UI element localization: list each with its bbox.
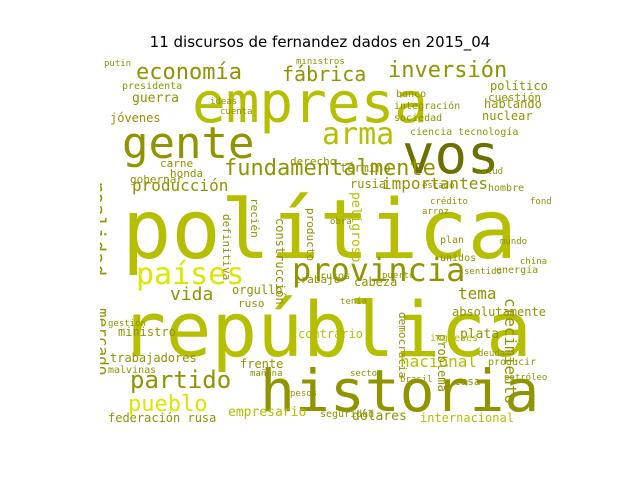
cloud-word: sentido (464, 267, 502, 277)
cloud-word: mañana (250, 369, 283, 379)
cloud-word: pueblo (128, 392, 208, 417)
cloud-word: hablando (484, 97, 542, 111)
cloud-word: petróleo (504, 373, 548, 383)
cloud-word: unidos (440, 253, 477, 264)
cloud-word: construcción (273, 218, 287, 305)
cloud-word: energía (496, 265, 539, 276)
cloud-word: empresa (192, 71, 429, 136)
cloud-word: salud (476, 167, 504, 177)
cloud-word: definitiva (220, 214, 233, 281)
cloud-word: historia (260, 357, 540, 425)
cloud-word: honda (170, 167, 204, 180)
cloud-word: países (136, 257, 245, 292)
cloud-word: cabeza (354, 275, 398, 289)
cloud-word: presidenta (122, 81, 183, 92)
cloud-word: peligroso (348, 192, 363, 263)
cloud-word: nuclear (482, 109, 533, 123)
cloud-word: putin (104, 59, 132, 69)
cloud-word: malvinas (108, 365, 157, 376)
cloud-word: producción (132, 176, 229, 195)
cloud-word: estado (422, 181, 455, 191)
cloud-word: ministro (118, 325, 176, 339)
cloud-word: frente (240, 357, 284, 371)
cloud-word: dólares (352, 409, 407, 424)
cloud-word: ruso (238, 297, 265, 310)
cloud-word: internacional (420, 411, 514, 425)
cloud-word: importantes (382, 174, 488, 193)
cloud-word: ciencia tecnología (410, 127, 519, 138)
cloud-word: crédito (430, 197, 468, 207)
cloud-word: política (122, 183, 517, 278)
cloud-word: absolutamente (452, 305, 546, 319)
cloud-word: hombre (488, 183, 525, 194)
cloud-word: plata (460, 327, 500, 342)
cloud-word: empresario (228, 405, 307, 420)
cloud-word: banco (396, 89, 427, 100)
cloud-word: inversión (388, 58, 508, 83)
cloud-word: político (490, 79, 548, 93)
cloud-word: obra (330, 217, 352, 227)
cloud-word: provincia (292, 251, 466, 289)
cloud-word: seguridad (320, 409, 375, 420)
cloud-word: vida (170, 284, 214, 305)
cloud-word: mundo (500, 237, 528, 247)
cloud-word: recién (248, 198, 261, 238)
cloud-word: gobernar (130, 173, 183, 186)
cloud-word: tema (458, 284, 497, 303)
cloud-word: ideas (210, 97, 238, 107)
cloud-word: trabajo (294, 273, 341, 286)
word-cloud: política república historia empresa vos gente… (100, 58, 552, 426)
cloud-word: arma (322, 117, 395, 152)
cloud-word: contrario (298, 327, 364, 341)
cloud-word: sector (350, 369, 383, 379)
cloud-word: fundamentalmente (224, 156, 436, 181)
cloud-word: casa (454, 375, 481, 388)
cloud-word: partido (130, 366, 232, 394)
cloud-word: carne (160, 157, 194, 170)
cloud-word: guerra (132, 91, 179, 106)
cloud-word: pesos (290, 389, 318, 399)
cloud-word: trabajadores (110, 351, 197, 365)
cloud-word: plan (440, 235, 465, 246)
cloud-word: orgullo (232, 283, 283, 297)
cloud-word: producir (488, 357, 537, 368)
cloud-word: rusos (320, 271, 351, 282)
cloud-word: nacional (400, 352, 478, 371)
cloud-word: cuestión (488, 91, 541, 104)
cloud-word: producto (304, 208, 317, 261)
cloud-word: vos (402, 123, 500, 186)
cloud-word: ministros (296, 58, 345, 67)
cloud-word: brasil (400, 375, 433, 385)
cloud-word: república (120, 285, 532, 374)
cloud-word: gente (122, 118, 255, 169)
cloud-word: china (520, 257, 548, 267)
chart-title: 11 discursos de fernandez dados en 2015_… (149, 33, 491, 51)
cloud-word: deuda (478, 349, 506, 359)
cloud-word: economía (136, 60, 242, 85)
cloud-word: rusia (350, 177, 387, 191)
cloud-word: derecho (290, 155, 337, 168)
cloud-word: realidad (100, 180, 110, 277)
cloud-word: jóvenes (110, 111, 161, 125)
cloud-word: ingleses (430, 333, 479, 344)
cloud-word: fábrica (282, 62, 367, 86)
cloud-word: arroz (422, 207, 450, 217)
cloud-word: cuenta (220, 107, 253, 117)
cloud-word: término (340, 161, 391, 175)
cloud-word: tenía (340, 297, 368, 307)
cloud-word: gestión (108, 319, 146, 329)
cloud-word: puerto (382, 271, 415, 281)
cloud-word: sociedad (394, 113, 443, 124)
cloud-word: democracia (396, 312, 409, 379)
cloud-word: federación rusa (108, 411, 217, 425)
cloud-word: integración (394, 101, 461, 112)
